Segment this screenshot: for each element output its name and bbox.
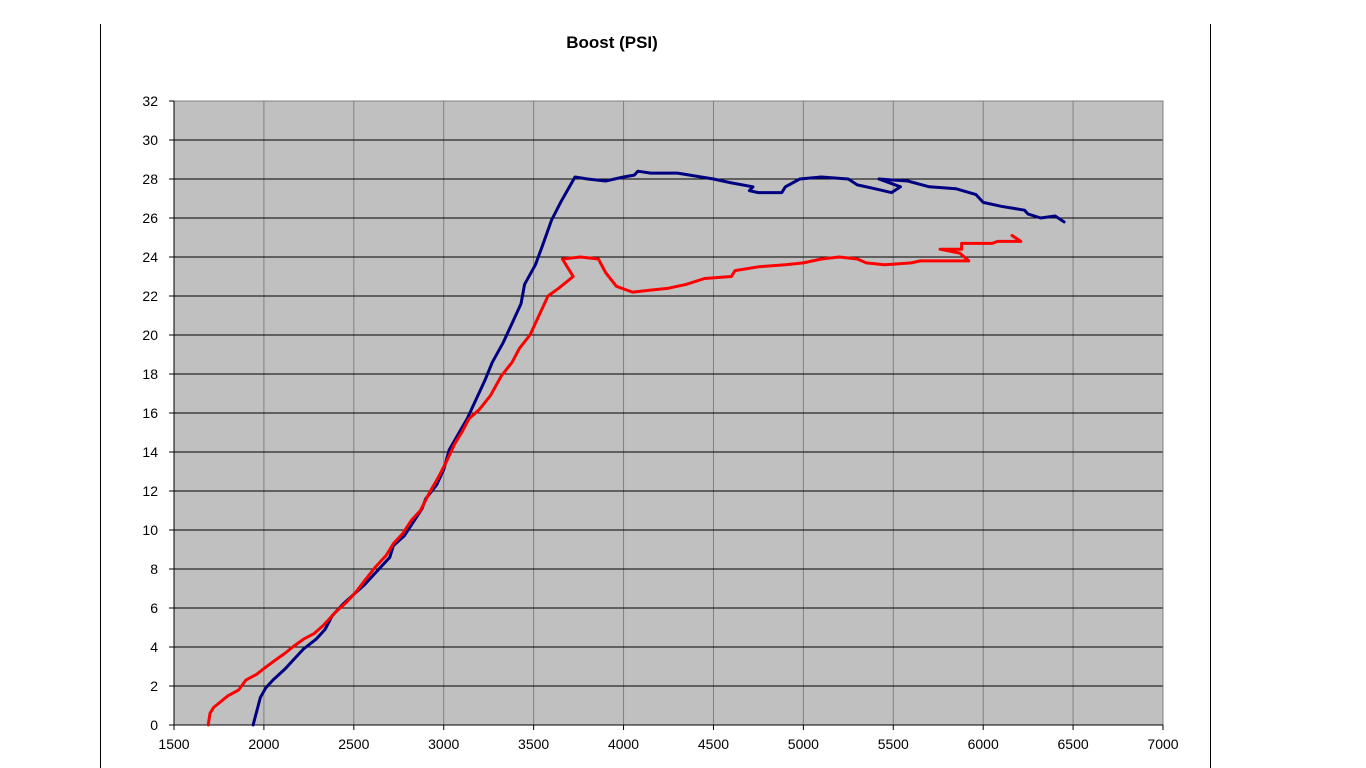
series-lines — [206, 169, 1066, 727]
y-tick-label: 12 — [142, 483, 158, 499]
y-tick-label: 26 — [142, 210, 158, 226]
y-tick-label: 0 — [150, 717, 158, 733]
x-tick-label: 1500 — [158, 736, 189, 752]
y-tick-label: 28 — [142, 171, 158, 187]
x-tick-label: 4500 — [698, 736, 729, 752]
y-tick-label: 18 — [142, 366, 158, 382]
x-tick-label: 3500 — [518, 736, 549, 752]
x-tick-label: 2000 — [248, 736, 279, 752]
page-left-edge — [100, 24, 101, 768]
y-tick-label: 24 — [142, 249, 158, 265]
y-tick-label: 22 — [142, 288, 158, 304]
x-tick-label: 4000 — [608, 736, 639, 752]
y-tick-label: 30 — [142, 132, 158, 148]
chart-title: Boost (PSI) — [566, 33, 658, 52]
y-tick-label: 20 — [142, 327, 158, 343]
x-tick-label: 6000 — [968, 736, 999, 752]
x-tick-labels: 1500 2000 2500 3000 3500 4000 4500 5000 5500 6000… — [158, 736, 1178, 752]
x-tick-label: 5000 — [788, 736, 819, 752]
x-tick-label: 3000 — [428, 736, 459, 752]
x-tick-label: 6500 — [1058, 736, 1089, 752]
x-tick-label: 2500 — [338, 736, 369, 752]
y-tick-label: 2 — [150, 678, 158, 694]
y-tick-label: 16 — [142, 405, 158, 421]
y-tick-label: 6 — [150, 600, 158, 616]
x-tick-label: 5500 — [878, 736, 909, 752]
x-tick-label: 7000 — [1147, 736, 1178, 752]
series-line-2 — [206, 234, 1023, 727]
y-tick-label: 32 — [142, 93, 158, 109]
y-tick-label: 14 — [142, 444, 158, 460]
y-tick-label: 8 — [150, 561, 158, 577]
page-right-edge — [1210, 24, 1211, 768]
y-tick-label: 10 — [142, 522, 158, 538]
y-tick-label: 4 — [150, 639, 158, 655]
axes — [169, 100, 1164, 730]
